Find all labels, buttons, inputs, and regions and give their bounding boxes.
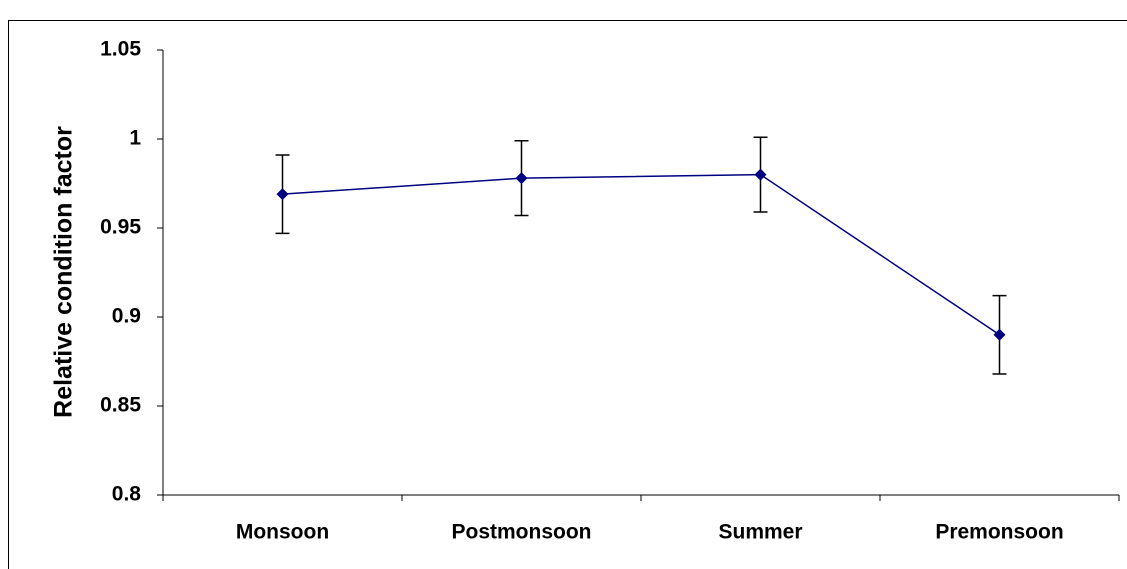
y-tick-label: 0.9 xyxy=(112,305,141,328)
y-tick-label: 0.85 xyxy=(100,394,141,417)
data-point xyxy=(276,188,289,201)
y-tick-label: 1.05 xyxy=(100,38,141,61)
data-line xyxy=(282,173,1000,336)
y-tick-label: 1 xyxy=(129,127,141,150)
x-tick-label: Postmonsoon xyxy=(452,521,592,544)
x-tick-label: Monsoon xyxy=(236,521,329,544)
y-tick-label: 0.95 xyxy=(100,216,141,239)
chart-frame xyxy=(8,20,1127,569)
data-point xyxy=(515,172,528,185)
x-tick-label: Premonsoon xyxy=(935,521,1063,544)
x-tick-label: Summer xyxy=(718,521,802,544)
y-axis-label: Relative condition factor xyxy=(50,126,78,418)
data-point xyxy=(993,328,1006,341)
data-point xyxy=(754,168,767,181)
y-tick-label: 0.8 xyxy=(112,483,142,506)
